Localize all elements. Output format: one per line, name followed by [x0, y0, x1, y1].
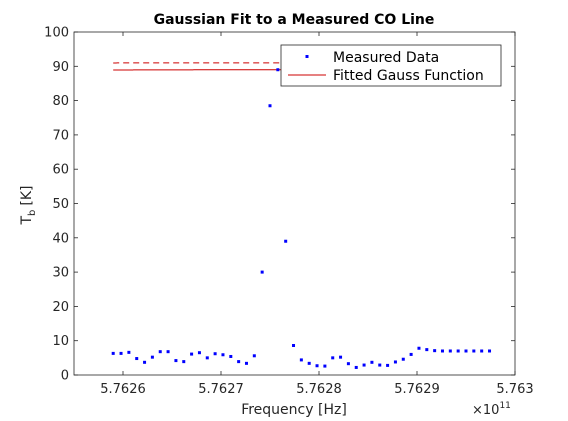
y-tick-label: 90 [52, 60, 69, 75]
data-point [362, 363, 366, 367]
y-tick-label: 60 [52, 163, 69, 178]
y-tick-label: 50 [52, 197, 69, 212]
plot-frame [73, 31, 516, 376]
x-axis-ticks: 5.7626 5.7627 5.7628 5.7629 5.763 [100, 32, 534, 397]
data-point [150, 355, 154, 359]
y-tick-label: 100 [44, 26, 69, 41]
y-tick-label: 80 [52, 94, 69, 109]
y-tick-label: 0 [61, 369, 69, 384]
data-point [135, 357, 139, 361]
y-axis-label-subscript: b [27, 210, 38, 216]
legend-label-measured: Measured Data [333, 50, 439, 66]
data-point [299, 358, 303, 362]
data-point [276, 68, 280, 72]
y-tick-label: 70 [52, 128, 69, 143]
x-tick-label: 5.7628 [296, 382, 342, 397]
data-point [284, 239, 288, 243]
data-point [143, 360, 147, 364]
data-point [237, 360, 241, 364]
data-point [346, 362, 350, 366]
x-axis-exponent: ×1011 [472, 401, 511, 418]
data-point [127, 350, 131, 354]
legend: Measured Data Fitted Gauss Function [280, 44, 502, 87]
data-point [331, 356, 335, 360]
measured-data-markers [111, 68, 492, 369]
x-axis-exponent-power: 11 [499, 401, 510, 411]
y-axis-label-unit: [K] [19, 185, 35, 205]
legend-box [280, 44, 502, 87]
data-point [448, 349, 452, 353]
plot-area [74, 32, 515, 375]
data-point [386, 363, 390, 367]
data-point [166, 350, 170, 354]
data-point [221, 353, 225, 357]
data-point [378, 363, 382, 367]
x-tick-label: 5.7626 [100, 382, 146, 397]
data-point [440, 349, 444, 353]
y-tick-label: 10 [52, 334, 69, 349]
x-tick-label: 5.7627 [198, 382, 244, 397]
data-point [488, 349, 492, 353]
y-tick-label: 20 [52, 300, 69, 315]
x-tick-label: 5.763 [496, 382, 533, 397]
data-point [401, 357, 405, 361]
legend-marker-measured [305, 55, 309, 58]
data-point [393, 360, 397, 364]
x-axis-label: Frequency [Hz] [241, 402, 347, 418]
x-axis-exponent-base: ×10 [472, 403, 499, 418]
data-point [111, 351, 115, 355]
data-point [472, 349, 476, 353]
data-point [119, 351, 123, 355]
data-point [260, 270, 264, 274]
y-tick-label: 40 [52, 231, 69, 246]
data-point [323, 364, 327, 368]
data-point [425, 348, 429, 352]
data-point [339, 355, 343, 359]
data-point [213, 352, 217, 356]
data-point [480, 349, 484, 353]
y-axis-label: Tb [K] [19, 185, 38, 225]
data-point [292, 344, 296, 347]
data-point [307, 361, 311, 365]
x-tick-label: 5.7629 [394, 382, 440, 397]
y-axis-label-main: T [19, 216, 35, 226]
legend-label-fitted: Fitted Gauss Function [333, 68, 484, 84]
data-point [433, 349, 437, 353]
data-point [315, 364, 319, 368]
data-point [244, 361, 248, 365]
data-point [409, 352, 413, 356]
data-point [158, 350, 162, 354]
data-point [174, 359, 178, 363]
data-point [197, 351, 201, 355]
data-point [354, 365, 358, 369]
data-point [370, 360, 374, 364]
data-point [456, 349, 460, 353]
data-point [417, 346, 421, 350]
data-point [464, 349, 468, 353]
y-tick-label: 30 [52, 266, 69, 281]
data-point [205, 356, 209, 360]
data-point [182, 360, 186, 364]
data-point [190, 352, 194, 356]
svg-text:Tb[K]: Tb [K] [19, 185, 38, 225]
data-point [229, 354, 233, 358]
data-point [252, 354, 256, 358]
y-axis-ticks: 0 10 20 30 40 50 60 70 80 90 100 [44, 26, 515, 384]
data-point [268, 104, 272, 108]
chart-title: Gaussian Fit to a Measured CO Line [154, 12, 435, 28]
